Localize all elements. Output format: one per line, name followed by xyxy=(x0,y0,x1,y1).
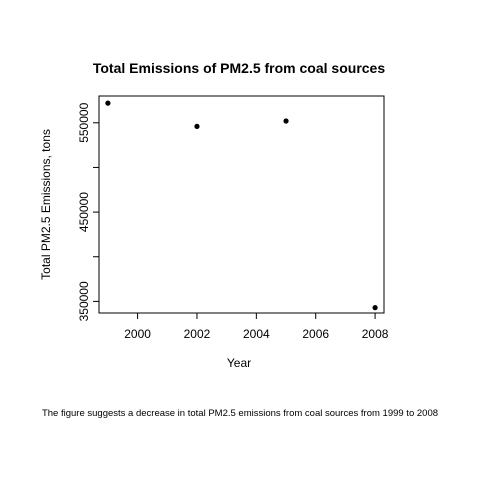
y-tick-label: 350000 xyxy=(77,281,91,321)
data-point xyxy=(194,123,200,129)
data-point xyxy=(372,305,378,311)
data-point xyxy=(283,118,289,124)
x-axis: 2000 2002 2004 2006 2008 xyxy=(124,312,389,341)
x-tick-label: 2002 xyxy=(184,327,211,341)
x-tick-label: 2006 xyxy=(302,327,329,341)
plot-frame xyxy=(98,95,385,314)
data-points xyxy=(105,100,378,311)
y-axis: 350000 450000 550000 xyxy=(77,102,100,321)
chart-title: Total Emissions of PM2.5 from coal sourc… xyxy=(93,60,385,76)
y-axis-label: Total PM2.5 Emissions, tons xyxy=(39,129,53,280)
x-tick-label: 2000 xyxy=(124,327,151,341)
y-tick-label: 550000 xyxy=(77,102,91,142)
x-tick-label: 2004 xyxy=(243,327,270,341)
data-point xyxy=(105,100,111,106)
y-tick-label: 450000 xyxy=(77,192,91,232)
x-axis-label: Year xyxy=(227,356,251,370)
x-tick-label: 2008 xyxy=(362,327,389,341)
figure-caption: The figure suggests a decrease in total … xyxy=(41,408,439,419)
